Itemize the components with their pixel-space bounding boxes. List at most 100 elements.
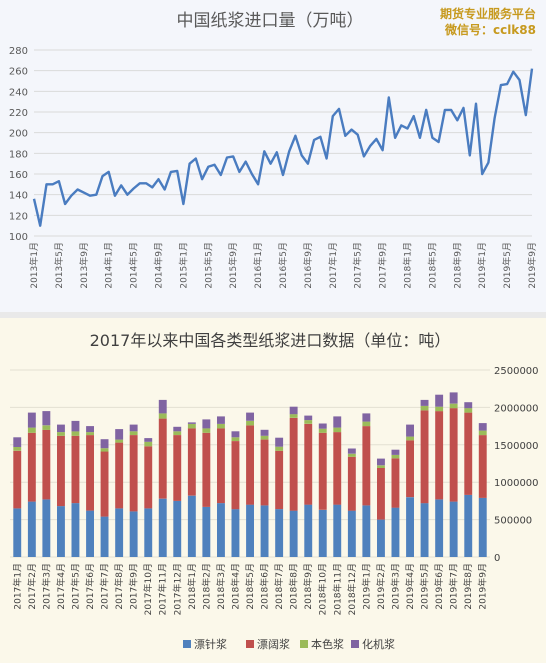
bar-segment [202, 432, 211, 507]
bar-segment [100, 451, 109, 517]
bar-segment [275, 437, 284, 447]
y-tick-label: 200 [9, 129, 28, 140]
bar-segment [13, 437, 22, 447]
bar-segment [478, 423, 487, 431]
bar-segment [464, 402, 473, 409]
x-tick-label: 2015年5月 [202, 242, 214, 289]
import-volume-line-chart: 中国纸浆进口量（万吨） 100 120 140 160 180 200 220 240 260 2… [9, 11, 538, 289]
x-tick-label: 2018年8月 [288, 563, 300, 610]
bar-segment [275, 446, 284, 451]
bar-segment [144, 508, 153, 557]
bar-segment [420, 399, 429, 406]
x-tick-label: 2017年9月 [377, 242, 389, 289]
y-tick-label: 2000000 [494, 403, 539, 414]
bar-segment [13, 508, 22, 557]
bar-segment [362, 505, 371, 557]
bar-segment [260, 505, 269, 557]
bar-segment [275, 509, 284, 557]
bar-segment [144, 446, 153, 509]
y-tick-label: 120 [9, 211, 28, 222]
bar-segment [86, 426, 94, 433]
bar-segment [57, 432, 65, 436]
bar-segment [246, 504, 254, 557]
x-tick-label: 2019年5月 [501, 242, 513, 289]
bar-segment [217, 423, 225, 429]
x-tick-label: 2017年1月 [11, 563, 23, 610]
bar-segment [449, 501, 458, 557]
bar-segment [231, 441, 240, 510]
x-tick-label: 2018年5月 [244, 563, 256, 610]
x-tick-label: 2015年1月 [177, 242, 189, 289]
x-tick-label: 2013年5月 [53, 242, 65, 289]
bar-segment [57, 435, 65, 507]
import-volume-panel: 中国纸浆进口量（万吨） 100 120 140 160 180 200 220 240 260 2… [0, 0, 546, 312]
bar-segment [435, 411, 444, 500]
x-tick-label: 2018年5月 [426, 242, 438, 289]
bar-segment [260, 429, 269, 436]
x-tick-label: 2019年1月 [360, 563, 372, 610]
legend-swatch [246, 640, 254, 648]
x-tick-label: 2018年1月 [402, 242, 414, 289]
x-tick-label: 2017年6月 [84, 563, 96, 610]
y-tick-label: 0 [494, 553, 500, 564]
x-tick-label: 2016年9月 [302, 242, 314, 289]
y-tick-label: 1000000 [494, 478, 539, 489]
x-tick-label: 2019年6月 [433, 563, 445, 610]
bar-segment [86, 435, 94, 511]
bar-segment [115, 439, 124, 443]
x-tick-label: 2017年12月 [171, 563, 183, 615]
bar-segment [115, 442, 124, 509]
x-tick-label: 2018年10月 [317, 563, 329, 615]
y-tick-label: 240 [9, 87, 28, 98]
bar-segment [318, 509, 327, 557]
bar-segment [42, 425, 51, 430]
bar-segment [57, 506, 65, 557]
bar-segment [231, 509, 240, 557]
bar-segment [318, 423, 327, 429]
bar-segment [304, 504, 313, 557]
bar-segment [42, 499, 51, 557]
bar-segment [478, 435, 487, 498]
x-tick-label: 2018年3月 [215, 563, 227, 610]
watermark-wechat-id: 微信号：cclk88 [444, 23, 536, 37]
y-tick-label: 500000 [494, 516, 532, 527]
bar-segment [347, 448, 356, 454]
legend-label: 漂阔浆 [257, 637, 290, 651]
bar-segment [449, 403, 458, 409]
x-tick-label: 2019年2月 [375, 563, 387, 610]
x-tick-label: 2019年9月 [526, 242, 538, 289]
x-tick-label: 2016年5月 [277, 242, 289, 289]
bar-segment [464, 408, 473, 413]
bar-segment [100, 516, 109, 557]
bar-segment [158, 399, 167, 414]
legend-swatch [351, 640, 359, 648]
bar-segment [115, 508, 124, 557]
x-tick-label: 2018年12月 [346, 563, 358, 615]
x-tick-label: 2017年5月 [69, 563, 81, 610]
bar-segment [391, 507, 400, 557]
bar-segment [100, 448, 109, 452]
x-tick-label: 2014年9月 [153, 242, 165, 289]
bar-segment [333, 427, 342, 433]
x-tick-label: 2017年2月 [26, 563, 38, 610]
bar-segment [435, 394, 444, 407]
x-tick-label: 2017年3月 [40, 563, 52, 610]
bar-segment [318, 432, 327, 510]
y-tick-label: 220 [9, 108, 28, 119]
bar-segment [42, 429, 51, 500]
bar-segment [158, 418, 167, 499]
x-tick-label: 2017年11月 [157, 563, 169, 615]
bar-segment [464, 412, 473, 495]
x-tick-label: 2017年9月 [128, 563, 140, 610]
bar-segment [289, 510, 298, 557]
bar-segment [57, 424, 65, 433]
bar-segment [377, 458, 385, 466]
bar-segment [27, 412, 36, 428]
x-tick-label: 2018年7月 [273, 563, 285, 610]
bar-segment [377, 465, 385, 468]
legend-label: 漂针浆 [194, 637, 227, 651]
x-tick-label: 2019年4月 [404, 563, 416, 610]
x-tick-label: 2018年1月 [186, 563, 198, 610]
bar-segment [406, 424, 414, 437]
x-tick-label: 2017年7月 [99, 563, 111, 610]
